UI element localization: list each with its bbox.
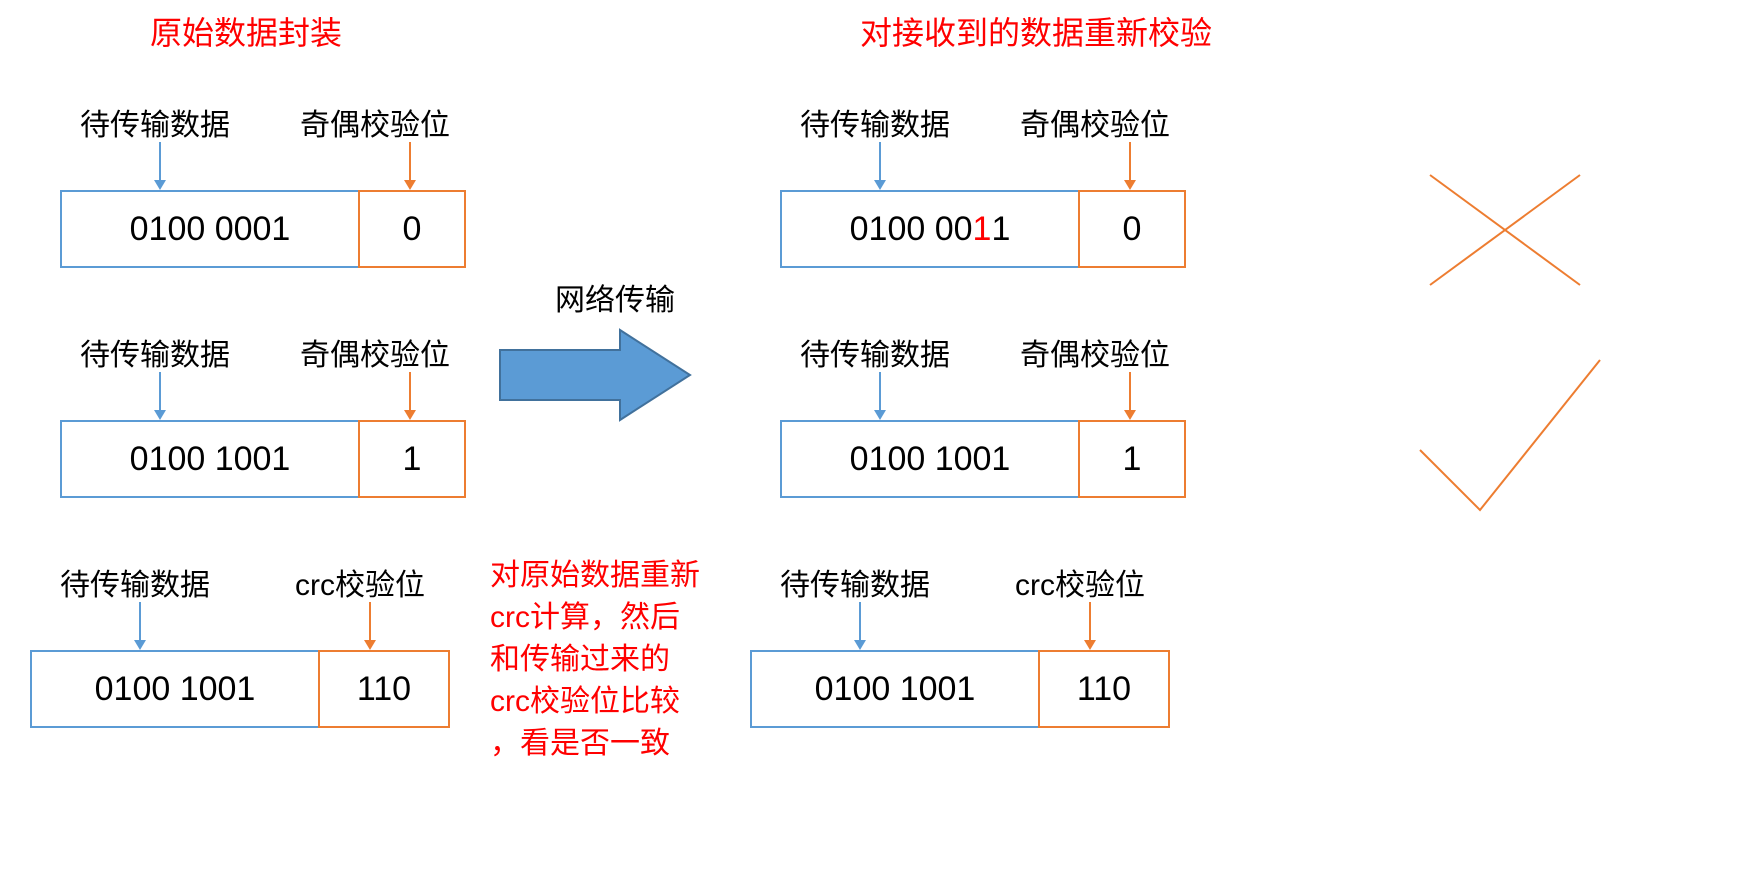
right-row2-data-label: 待传输数据 bbox=[800, 330, 950, 374]
left-row2-data-label: 待传输数据 bbox=[80, 330, 230, 374]
x-mark-icon bbox=[1420, 165, 1590, 295]
right-row1-data-post: 1 bbox=[991, 210, 1010, 249]
right-row2-data-box: 0100 1001 bbox=[780, 420, 1080, 498]
right-row3-check-box: 110 bbox=[1038, 650, 1170, 728]
right-row2-data-arrow-icon bbox=[870, 372, 890, 420]
left-row2-check-box: 1 bbox=[358, 420, 466, 498]
right-row3-data-arrow-icon bbox=[850, 602, 870, 650]
left-row3-data-label: 待传输数据 bbox=[60, 560, 210, 604]
left-row2-check-label: 奇偶校验位 bbox=[300, 330, 450, 374]
right-row1-check-box: 0 bbox=[1078, 190, 1186, 268]
left-row1-check-box: 0 bbox=[358, 190, 466, 268]
title-left: 原始数据封装 bbox=[150, 8, 342, 54]
big-arrow-icon bbox=[490, 320, 700, 430]
left-row3-data-arrow-icon bbox=[130, 602, 150, 650]
left-row1-check-arrow-icon bbox=[400, 142, 420, 190]
check-mark-icon bbox=[1410, 350, 1610, 520]
title-right: 对接收到的数据重新校验 bbox=[860, 8, 1212, 54]
left-row2-data-arrow-icon bbox=[150, 372, 170, 420]
right-row2-check-arrow-icon bbox=[1120, 372, 1140, 420]
left-row1-data-box: 0100 0001 bbox=[60, 190, 360, 268]
crc-note: 对原始数据重新 crc计算，然后 和传输过来的 crc校验位比较 ，看是否一致 bbox=[490, 555, 700, 765]
right-row1-check-label: 奇偶校验位 bbox=[1020, 100, 1170, 144]
right-row1-data-arrow-icon bbox=[870, 142, 890, 190]
right-row3-check-arrow-icon bbox=[1080, 602, 1100, 650]
right-row3-data-label: 待传输数据 bbox=[780, 560, 930, 604]
right-row2-check-box: 1 bbox=[1078, 420, 1186, 498]
right-row3-check-label: crc校验位 bbox=[1015, 560, 1145, 604]
left-row1-data-arrow-icon bbox=[150, 142, 170, 190]
right-row1-data-pre: 0100 00 bbox=[850, 210, 973, 249]
right-row1-data-red: 1 bbox=[973, 210, 992, 249]
right-row2-check-label: 奇偶校验位 bbox=[1020, 330, 1170, 374]
left-row3-check-label: crc校验位 bbox=[295, 560, 425, 604]
left-row2-data-box: 0100 1001 bbox=[60, 420, 360, 498]
left-row3-check-box: 110 bbox=[318, 650, 450, 728]
network-transfer-label: 网络传输 bbox=[555, 275, 675, 319]
right-row3-data-box: 0100 1001 bbox=[750, 650, 1040, 728]
left-row2-check-arrow-icon bbox=[400, 372, 420, 420]
left-row3-data-box: 0100 1001 bbox=[30, 650, 320, 728]
left-row1-data-label: 待传输数据 bbox=[80, 100, 230, 144]
left-row1-check-label: 奇偶校验位 bbox=[300, 100, 450, 144]
right-row1-data-box: 0100 0011 bbox=[780, 190, 1080, 268]
left-row3-check-arrow-icon bbox=[360, 602, 380, 650]
right-row1-data-label: 待传输数据 bbox=[800, 100, 950, 144]
right-row1-check-arrow-icon bbox=[1120, 142, 1140, 190]
